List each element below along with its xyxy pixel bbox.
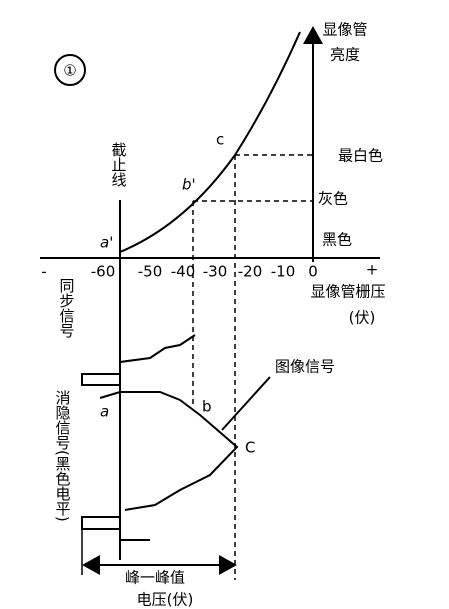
axis-minus: -	[41, 263, 46, 281]
level-white: 最白色	[338, 147, 383, 165]
point-label: b'	[182, 176, 196, 194]
tick-label: -10	[271, 263, 296, 281]
tick-label: -60	[91, 263, 116, 281]
sync-pulse	[81, 516, 121, 530]
tick-label: -50	[138, 263, 163, 281]
tick-label: -30	[203, 263, 228, 281]
axis-plus: +	[366, 261, 379, 279]
signal-trace	[119, 334, 196, 363]
point-label: a'	[100, 234, 113, 252]
point-label: b	[202, 398, 212, 416]
transfer-curve	[119, 31, 301, 253]
pointer	[99, 391, 121, 399]
voltage-label: 显像管栅压	[310, 283, 385, 301]
brightness-label: 显像管	[322, 21, 367, 39]
image-signal-label: 图像信号	[275, 358, 335, 376]
peak-label: 峰一峰值	[125, 569, 185, 587]
figure-circle	[54, 54, 86, 86]
sync-label: 同步信号	[58, 278, 76, 339]
pointer	[221, 376, 271, 431]
cutoff-label: 截止线	[110, 142, 128, 187]
level-black: 黑色	[322, 231, 352, 249]
tick-label: -20	[238, 263, 263, 281]
brightness-label: 亮度	[330, 46, 360, 64]
tick-label: -40	[171, 263, 196, 281]
voltage-unit: (伏)	[349, 309, 376, 327]
signal-trace	[120, 391, 239, 511]
point-label: c	[216, 131, 224, 149]
sync-pulse	[81, 373, 121, 386]
point-label: C	[245, 439, 255, 457]
blanking-label: 消隐信号(黑色电平)	[54, 390, 72, 522]
peak-label: 电压(伏)	[137, 591, 194, 609]
level-gray: 灰色	[318, 190, 348, 208]
tick-label: 0	[308, 263, 318, 281]
projection-lines	[192, 154, 313, 580]
point-label: a	[100, 403, 109, 421]
figure-number: ①	[63, 62, 76, 80]
